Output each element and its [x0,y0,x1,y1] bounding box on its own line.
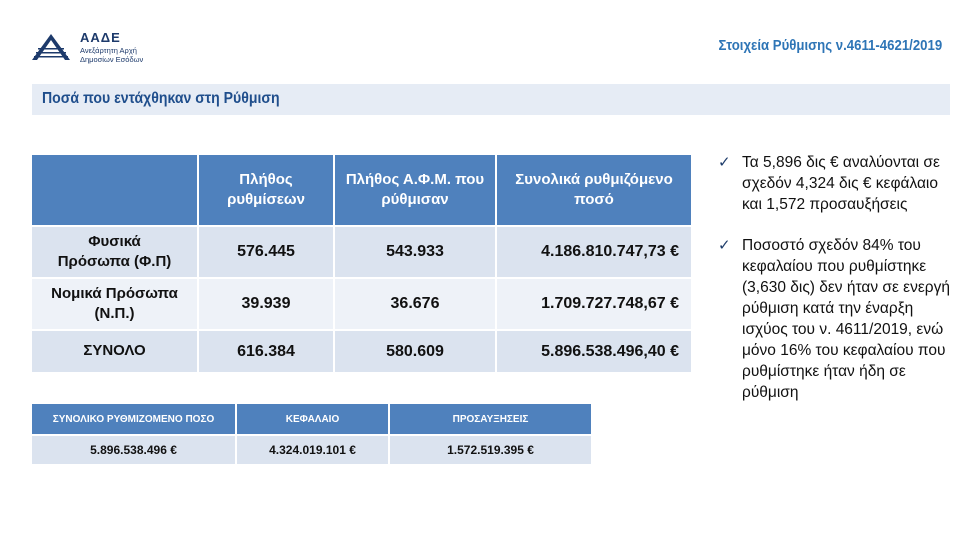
bullet-text: Ποσοστό σχεδόν 84% του κεφαλαίου που ρυθ… [742,237,950,401]
bullet-list: ✓ Τα 5,896 δις € αναλύονται σε σχεδόν 4,… [718,152,958,415]
table-cell-count: 39.939 [199,279,333,329]
bullet-item: ✓ Τα 5,896 δις € αναλύονται σε σχεδόν 4,… [718,152,958,215]
table-cell-count: 576.445 [199,227,333,277]
table-cell-afm: 580.609 [335,331,495,372]
table-header-empty [32,155,197,225]
page-title: Στοιχεία Ρύθμισης ν.4611-4621/2019 [718,37,942,54]
section-title: Ποσά που εντάχθηκαν στη Ρύθμιση [42,90,280,107]
table-cell-amount: 1.709.727.748,67 € [497,279,691,329]
table-cell-amount: 5.896.538.496,40 € [497,331,691,372]
summary-header-surcharges: ΠΡΟΣΑΥΞΗΣΕΙΣ [390,404,591,434]
table-row-label: ΣΥΝΟΛΟ [32,331,197,372]
table-row-label: Φυσικά Πρόσωπα (Φ.Π) [32,227,197,277]
summary-header-total: ΣΥΝΟΛΙΚΟ ΡΥΘΜΙΖΟΜΕΝΟ ΠΟΣΟ [32,404,235,434]
table-cell-afm: 543.933 [335,227,495,277]
table-cell-amount: 4.186.810.747,73 € [497,227,691,277]
table-header-afm: Πλήθος Α.Φ.Μ. που ρύθμισαν [335,155,495,225]
table-cell-count: 616.384 [199,331,333,372]
summary-value-total: 5.896.538.496 € [32,436,235,464]
table-row-label: Νομικά Πρόσωπα (Ν.Π.) [32,279,197,329]
logo-subtitle-1: Ανεξάρτητη Αρχή [80,46,137,55]
logo-brand: ΑΑΔΕ [80,30,121,45]
table-header-amount: Συνολικά ρυθμιζόμενο ποσό [497,155,691,225]
bullet-text: Τα 5,896 δις € αναλύονται σε σχεδόν 4,32… [742,154,940,213]
checkmark-icon: ✓ [718,237,731,254]
aade-logo: ΑΑΔΕ Ανεξάρτητη Αρχή Δημοσίων Εσόδων [32,28,172,68]
summary-header-principal: ΚΕΦΑΛΑΙΟ [237,404,388,434]
checkmark-icon: ✓ [718,154,731,171]
section-header: Ποσά που εντάχθηκαν στη Ρύθμιση [32,84,950,115]
table-cell-afm: 36.676 [335,279,495,329]
aade-logo-icon [32,34,70,60]
bullet-item: ✓ Ποσοστό σχεδόν 84% του κεφαλαίου που ρ… [718,235,958,403]
logo-subtitle-2: Δημοσίων Εσόδων [80,55,144,64]
table-header-count: Πλήθος ρυθμίσεων [199,155,333,225]
summary-value-principal: 4.324.019.101 € [237,436,388,464]
summary-value-surcharges: 1.572.519.395 € [390,436,591,464]
